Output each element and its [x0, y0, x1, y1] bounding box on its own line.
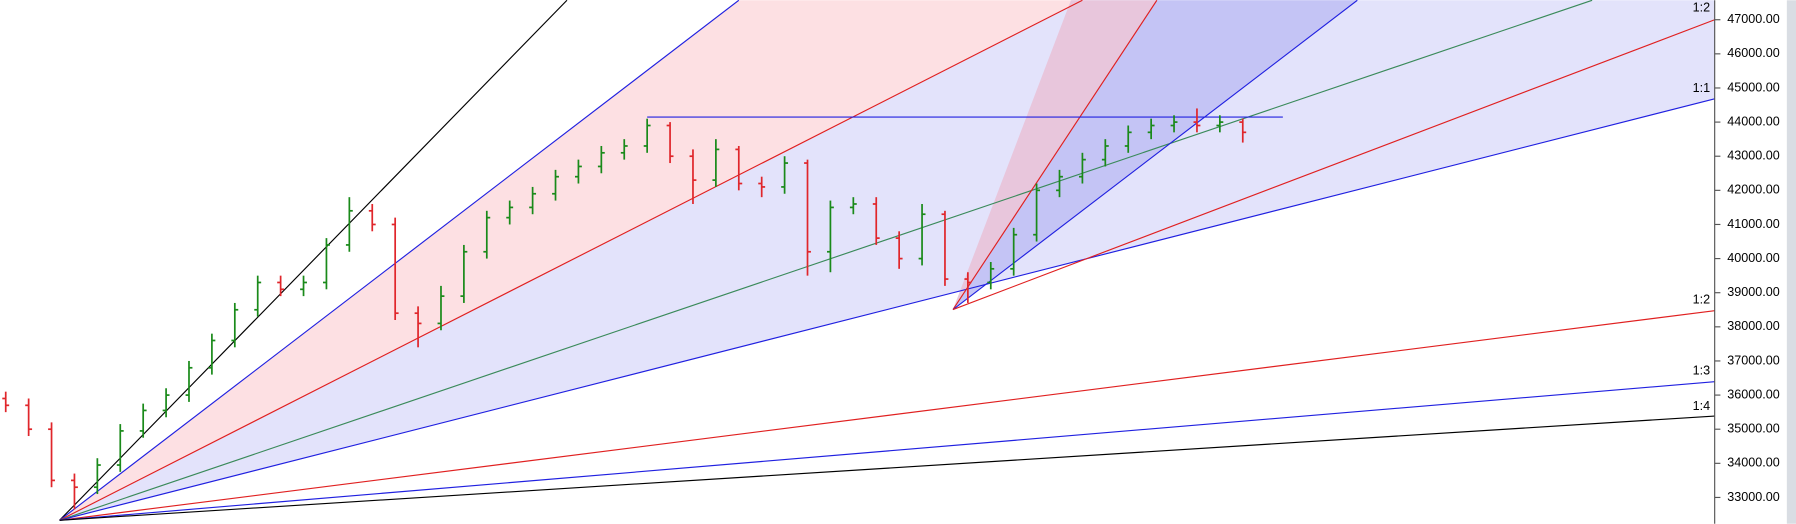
ohlc-bar — [368, 203, 376, 232]
scrollbar — [1786, 0, 1796, 524]
ohlc-bar — [139, 403, 147, 438]
ohlc-bar — [460, 244, 468, 303]
ohlc-bar — [1239, 118, 1247, 143]
y-tick-label: 40000.00 — [1727, 251, 1779, 265]
y-tick-label: 37000.00 — [1727, 353, 1779, 367]
ohlc-bar — [964, 272, 972, 303]
ohlc-bar — [712, 139, 720, 187]
ohlc-bar — [345, 197, 353, 252]
ohlc-bar — [323, 238, 330, 290]
ohlc-bar — [804, 159, 811, 276]
ohlc-bar — [1010, 227, 1018, 276]
ohlc-bar — [71, 473, 78, 510]
ohlc-bar — [25, 398, 33, 437]
y-tick-label: 41000.00 — [1727, 217, 1779, 231]
ohlc-bar — [781, 156, 789, 194]
ohlc-bar — [506, 200, 514, 225]
price-axis — [1714, 0, 1796, 524]
fan-line — [59, 0, 1083, 521]
ohlc-bar — [666, 122, 674, 164]
ohlc-bar — [162, 388, 170, 418]
fan-zone — [59, 0, 1715, 521]
ohlc-bar — [689, 149, 697, 204]
y-tick-label: 36000.00 — [1727, 387, 1779, 401]
ohlc-bar — [597, 145, 605, 174]
ohlc-bar — [1216, 115, 1224, 133]
ohlc-bar — [231, 302, 239, 348]
ohlc-bar — [849, 197, 857, 215]
price-bars — [2, 108, 1247, 510]
ohlc-bar — [116, 424, 124, 472]
ohlc-bar — [2, 391, 10, 413]
gann-fan — [59, 0, 1715, 521]
ohlc-bar — [1147, 118, 1155, 140]
ohlc-bar — [735, 145, 743, 191]
fan-line — [59, 98, 1715, 521]
fan-line — [952, 19, 1715, 311]
y-tick-label: 35000.00 — [1727, 422, 1779, 436]
ohlc-bar — [758, 176, 766, 198]
ohlc-bar — [437, 285, 445, 331]
y-tick-label: 42000.00 — [1727, 183, 1779, 197]
ohlc-bar — [529, 186, 537, 215]
ohlc-bar — [300, 275, 307, 297]
ohlc-bar — [895, 231, 903, 269]
y-tick-label: 34000.00 — [1727, 456, 1779, 470]
ohlc-bar — [643, 118, 651, 153]
ohlc-bar — [254, 275, 262, 317]
ohlc-bar — [483, 210, 491, 259]
fan-line — [59, 0, 1593, 521]
fan-label: 1:4 — [1693, 399, 1711, 413]
fan-line — [59, 310, 1715, 521]
ohlc-bar — [620, 139, 628, 160]
y-tick-label: 46000.00 — [1727, 46, 1779, 60]
y-tick-label: 47000.00 — [1727, 12, 1779, 26]
fan-line — [59, 415, 1715, 521]
fan-label: 1:3 — [1693, 364, 1711, 378]
fan-line — [952, 0, 1158, 310]
y-tick-label: 44000.00 — [1727, 114, 1779, 128]
ohlc-bar — [1078, 152, 1086, 184]
ohlc-bar — [185, 360, 193, 402]
ohlc-bar — [872, 197, 880, 245]
fan-line — [59, 0, 568, 521]
ohlc-bar — [574, 159, 582, 184]
ohlc-bar — [1124, 125, 1132, 153]
ohlc-bar — [391, 217, 399, 321]
fan-line — [59, 0, 740, 521]
ohlc-bar — [414, 306, 422, 348]
fan-label: 1:2 — [1693, 1, 1711, 15]
fan-label: 1:1 — [1693, 81, 1711, 95]
y-tick-label: 45000.00 — [1727, 80, 1779, 94]
ohlc-bar — [552, 169, 559, 201]
ohlc-bar — [1033, 183, 1041, 242]
ohlc-bar — [1056, 169, 1063, 198]
fan-line — [952, 0, 1358, 310]
ohlc-bar — [1101, 139, 1109, 167]
y-tick-label: 38000.00 — [1727, 319, 1779, 333]
ohlc-bar — [208, 333, 216, 375]
ohlc-bar — [987, 262, 995, 290]
ohlc-bar — [93, 458, 101, 495]
y-tick-label: 33000.00 — [1727, 490, 1779, 504]
ohlc-bar — [1193, 108, 1201, 133]
ohlc-bar — [277, 275, 285, 297]
ohlc-bar — [1170, 115, 1178, 133]
fan-line — [59, 381, 1715, 521]
y-tick-label: 39000.00 — [1727, 285, 1779, 299]
y-tick-label: 43000.00 — [1727, 149, 1779, 163]
ohlc-bar — [826, 200, 834, 273]
ohlc-bar — [48, 422, 55, 488]
fan-label: 1:2 — [1693, 293, 1711, 307]
ohlc-bar — [941, 210, 949, 286]
ohlc-bar — [918, 203, 926, 266]
